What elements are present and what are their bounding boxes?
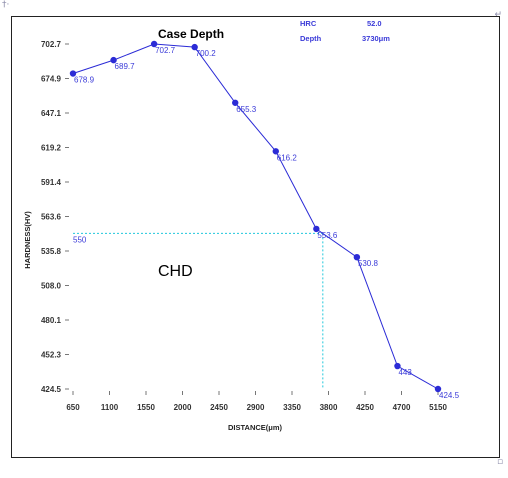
- x-axis-title: DISTANCE(μm): [228, 423, 283, 432]
- depth-label: Depth: [300, 34, 322, 43]
- y-tick-label: 535.8: [41, 247, 62, 256]
- anchor-mark: †·: [2, 0, 10, 10]
- data-label: 424.5: [439, 391, 460, 400]
- y-tick-label: 480.1: [41, 316, 62, 325]
- data-point: [353, 253, 361, 261]
- data-label: 689.7: [115, 62, 136, 71]
- x-tick-label: 2000: [174, 403, 192, 412]
- depth-value: 3730μm: [362, 34, 390, 43]
- y-tick-label: 424.5: [41, 385, 62, 394]
- end-mark: ▫: [497, 457, 504, 467]
- x-tick-label: 4250: [356, 403, 374, 412]
- y-tick-label: 508.0: [41, 282, 62, 291]
- chart-title: Case Depth: [158, 27, 224, 41]
- data-point: [394, 362, 401, 370]
- x-tick-label: 2900: [247, 403, 265, 412]
- data-label: 530.8: [358, 259, 379, 268]
- data-label: 553.6: [317, 231, 338, 240]
- data-label: 443: [398, 368, 412, 377]
- x-tick-label: 1100: [101, 403, 119, 412]
- series-group: [69, 40, 442, 393]
- y-tick-label: 702.7: [41, 40, 62, 49]
- y-tick-label: 563.6: [41, 213, 62, 222]
- x-tick-label: 3800: [320, 403, 338, 412]
- data-label: 655.3: [236, 105, 257, 114]
- reference-lines: 550: [73, 232, 324, 389]
- labels-group: 678.9 689.7 702.7 700.2 655.3 616.2 553.6 530.8…: [74, 46, 460, 400]
- data-point: [110, 56, 117, 64]
- data-point: [313, 225, 320, 233]
- chd-annotation: CHD: [158, 263, 193, 280]
- x-tick-label: 5150: [429, 403, 447, 412]
- y-tick-label: 674.9: [41, 75, 62, 84]
- data-point: [150, 40, 158, 48]
- data-label: 700.2: [196, 49, 217, 58]
- y-tick-label: 452.3: [41, 351, 62, 360]
- x-tick-label: 3350: [283, 403, 301, 412]
- data-point: [272, 148, 279, 155]
- y-tick-label: 647.1: [41, 109, 62, 118]
- series-line: [72, 43, 439, 390]
- data-point: [69, 70, 77, 77]
- hrc-value: 52.0: [367, 19, 382, 28]
- data-point: [232, 99, 239, 106]
- chart-frame: [11, 16, 500, 458]
- x-tick-label: 2450: [210, 403, 228, 412]
- x-tick-label: 4700: [393, 403, 411, 412]
- y-axis-title: HARDNESS(HV): [23, 211, 32, 269]
- axes: 650 1100 1550 2000 2450 2900 3350 3800 4250 4700 5…: [41, 40, 447, 412]
- data-label: 616.2: [277, 153, 298, 162]
- x-tick-label: 1550: [137, 403, 155, 412]
- data-label: 702.7: [155, 46, 176, 55]
- data-label: 678.9: [74, 76, 95, 85]
- data-point: [434, 385, 442, 393]
- data-point: [191, 43, 198, 51]
- reference-hardness-label: 550: [73, 235, 87, 244]
- return-mark: ↵: [494, 10, 502, 20]
- y-tick-label: 591.4: [41, 178, 62, 187]
- hrc-label: HRC: [300, 19, 317, 28]
- y-tick-label: 619.2: [41, 144, 62, 153]
- x-tick-label: 650: [66, 403, 80, 412]
